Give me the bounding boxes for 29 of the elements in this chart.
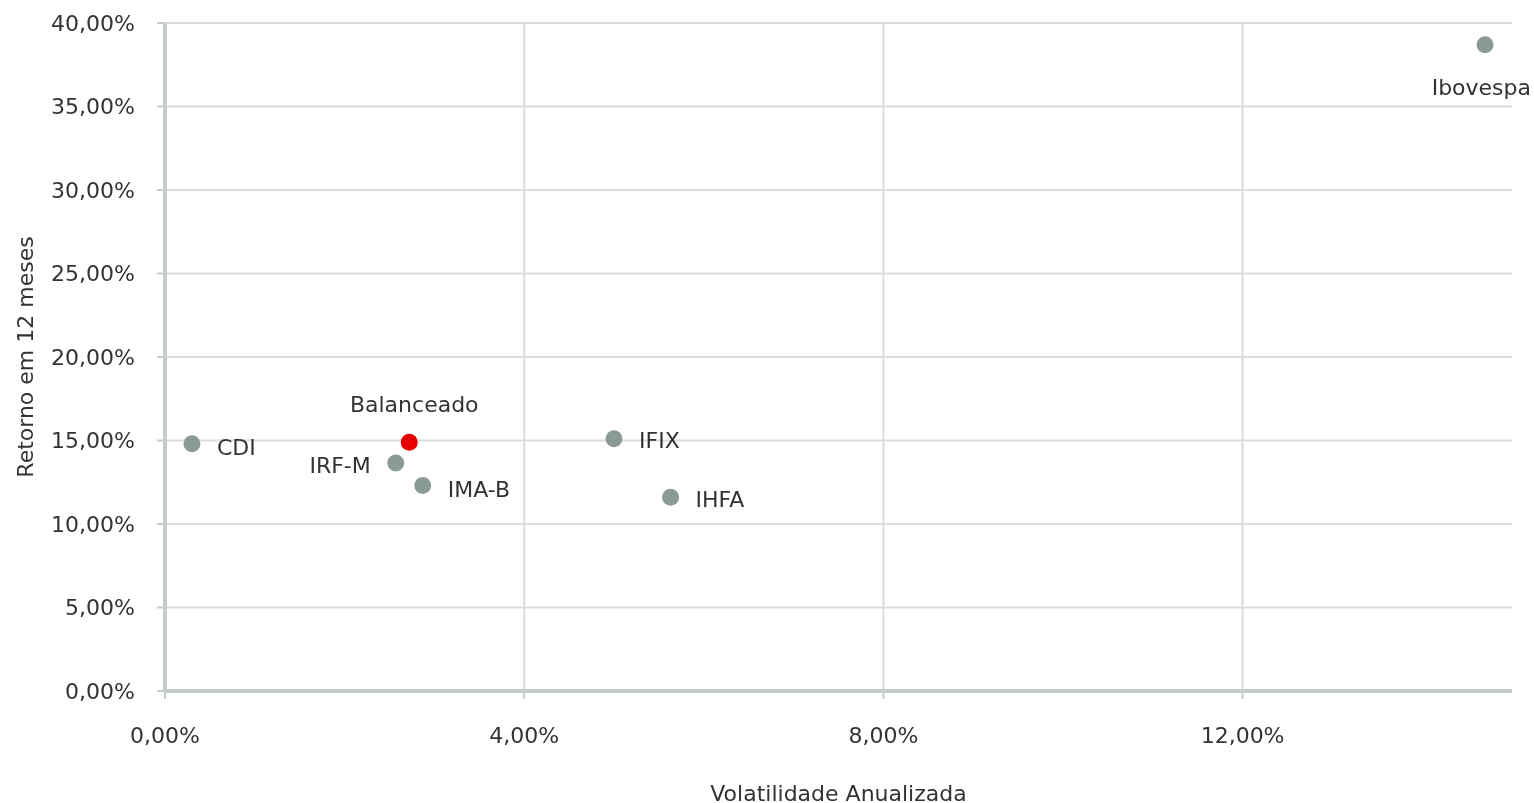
point	[1476, 36, 1494, 54]
y-tick-label: 15,00%	[51, 428, 135, 454]
series-label: CDI	[216, 434, 256, 460]
y-tick-label: 40,00%	[51, 10, 135, 36]
x-tick-label: 4,00%	[489, 723, 560, 748]
y-tick-label: 5,00%	[65, 595, 135, 621]
x-tick-label: 8,00%	[848, 723, 919, 748]
y-tick-label: 30,00%	[51, 177, 135, 203]
series-label: Balanceado	[349, 392, 479, 418]
x-tick-label: 12,00%	[1200, 723, 1285, 748]
point	[662, 488, 680, 506]
y-tick-label: 35,00%	[51, 94, 135, 120]
point	[183, 435, 201, 453]
series-label: IMA-B	[447, 476, 511, 502]
x-tick-label: 0,00%	[130, 723, 200, 748]
series-label: IFIX	[639, 427, 680, 453]
y-tick-label: 0,00%	[65, 678, 135, 704]
y-tick-label: 25,00%	[51, 261, 135, 287]
y-tick-label: 10,00%	[51, 511, 135, 537]
point	[387, 454, 405, 472]
point	[414, 477, 432, 495]
point	[605, 430, 623, 448]
series-label: IRF-M	[309, 453, 371, 479]
x-axis-title: Volatilidade Anualizada	[710, 781, 967, 803]
y-axis-title: Retorno em 12 meses	[13, 236, 38, 478]
series-label: IHFA	[695, 487, 745, 513]
point	[400, 433, 418, 451]
series-label: Ibovespa	[1431, 74, 1532, 100]
y-tick-label: 20,00%	[51, 344, 135, 370]
